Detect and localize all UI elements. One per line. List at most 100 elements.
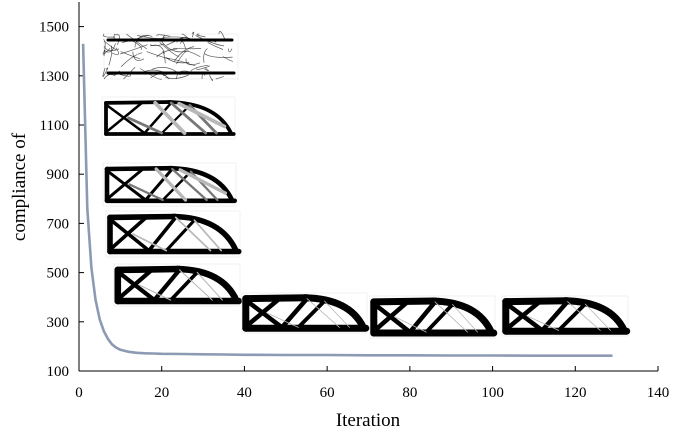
topology-secondary-member	[567, 301, 601, 331]
y-tick-label: 1100	[40, 118, 69, 134]
topology-top-chord	[107, 213, 179, 221]
topology-noise-stroke	[134, 35, 153, 48]
topology-inset-1	[102, 31, 239, 82]
topology-diagonal	[104, 101, 144, 134]
topology-secondary-member	[127, 116, 164, 135]
topology-secondary-member	[452, 303, 478, 333]
topology-top-chord	[370, 297, 439, 306]
y-ticks: 100 300 500 700 900 1100 1300 1500	[39, 20, 84, 380]
topology-arch	[170, 213, 239, 254]
x-tick-label: 100	[481, 385, 504, 401]
topology-noise-stroke	[207, 41, 224, 50]
topology-noise-stroke	[103, 45, 120, 52]
topology-noise-stroke	[190, 64, 209, 73]
topology-noise-stroke	[149, 43, 165, 46]
topology-diagonal	[108, 217, 151, 253]
topology-top-chord	[104, 100, 174, 105]
topology-secondary-member	[131, 233, 168, 252]
topology-noise-stroke	[102, 33, 116, 38]
topology-secondary-member	[174, 216, 212, 252]
topology-noise-stroke	[132, 51, 145, 61]
y-tick-label: 500	[47, 266, 70, 282]
topology-noise-stroke	[103, 43, 116, 53]
series-layer	[81, 43, 613, 358]
topology-arch	[173, 265, 240, 304]
topology-noise-stroke	[165, 74, 189, 79]
topology-arch	[166, 100, 233, 135]
topology-inset-3	[102, 162, 237, 207]
topology-noise-stroke	[195, 35, 225, 47]
topology-noise-stroke	[103, 67, 109, 76]
topology-secondary-member	[178, 269, 213, 301]
topology-noise-stroke	[204, 53, 233, 58]
topology-arch	[561, 297, 628, 334]
topology-top-chord	[114, 265, 183, 274]
topology-diagonal	[243, 296, 282, 329]
series-line	[81, 43, 613, 358]
topology-noise-stroke	[196, 65, 211, 70]
topology-diagonal	[104, 103, 146, 135]
topology-secondary-member	[196, 271, 223, 301]
topology-noise-stroke	[140, 68, 162, 80]
topology-noise-stroke	[196, 33, 206, 38]
topology-arch	[429, 297, 495, 336]
topology-secondary-member	[394, 316, 427, 333]
topology-diagonal	[105, 169, 148, 202]
topology-noise-stroke	[176, 50, 189, 65]
topology-secondary-member	[153, 101, 187, 136]
x-tick-label: 0	[75, 385, 83, 401]
topology-top-chord	[104, 165, 175, 172]
topology-secondary-member	[138, 284, 172, 301]
topology-secondary-member	[306, 298, 340, 328]
topology-insets	[101, 31, 631, 339]
y-tick-label: 100	[47, 364, 70, 380]
topology-noise-stroke	[120, 74, 131, 77]
topology-secondary-member	[178, 168, 228, 195]
topology-diagonal	[407, 299, 438, 335]
topology-secondary-member	[193, 219, 223, 252]
topology-arch	[167, 165, 235, 203]
topology-diagonal	[161, 170, 193, 202]
topology-secondary-member	[324, 300, 350, 328]
topology-secondary-member	[434, 301, 468, 333]
topology-inset-4	[105, 210, 242, 258]
topology-noise-stroke	[103, 39, 117, 51]
topology-noise-stroke	[227, 48, 233, 53]
topology-noise-stroke	[204, 67, 209, 71]
y-tick-label: 700	[47, 216, 70, 232]
topology-noise-stroke	[111, 47, 119, 55]
y-tick-label: 900	[47, 167, 70, 183]
topology-secondary-member	[128, 183, 164, 202]
topology-inset-5	[113, 263, 242, 307]
y-tick-label: 1300	[39, 69, 69, 85]
topology-noise-stroke	[172, 47, 202, 50]
topology-arch	[301, 294, 367, 331]
topology-diagonal	[371, 299, 410, 334]
x-axis-title: Iteration	[336, 410, 401, 431]
y-tick-label: 1500	[39, 20, 69, 36]
topology-top-chord	[242, 294, 311, 303]
topology-diagonal	[424, 302, 455, 335]
topology-diagonal	[108, 215, 149, 252]
axes	[78, 2, 658, 372]
x-tick-label: 60	[320, 385, 335, 401]
topology-noise-stroke	[191, 31, 195, 38]
topology-diagonal	[115, 267, 154, 302]
topology-noise-stroke	[218, 31, 225, 39]
topology-secondary-member	[526, 315, 560, 331]
topology-noise-stroke	[159, 42, 180, 57]
topology-noise-stroke	[209, 75, 213, 82]
topology-top-chord	[502, 297, 571, 306]
x-tick-label: 140	[647, 385, 670, 401]
topology-inset-2	[101, 96, 236, 140]
topology-inset-8	[501, 295, 631, 337]
topology-secondary-member	[169, 101, 208, 135]
x-tick-label: 40	[237, 385, 252, 401]
topology-noise-stroke	[120, 52, 143, 68]
topology-noise-stroke	[222, 56, 233, 62]
y-tick-label: 300	[47, 315, 70, 331]
topology-diagonal	[105, 167, 145, 201]
topology-noise-stroke	[156, 34, 171, 37]
topology-diagonal	[296, 299, 327, 330]
